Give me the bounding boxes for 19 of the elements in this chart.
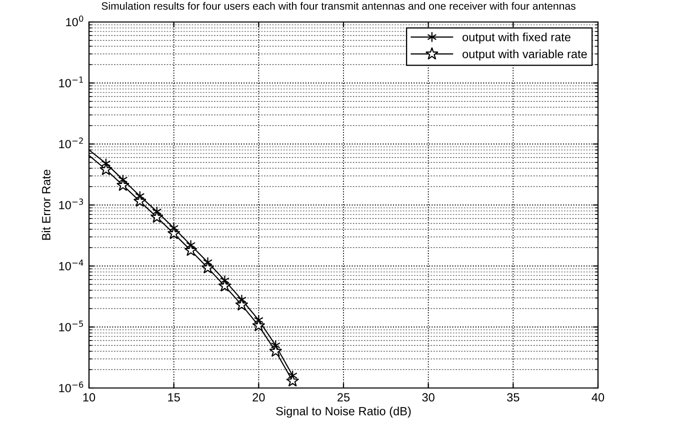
legend-label: output with variable rate [462, 50, 587, 61]
x-tick-label: 10 [83, 393, 96, 402]
x-tick-label: 40 [592, 393, 604, 402]
y-tick-label: 10$^{−6}$ [59, 382, 84, 392]
y-tick-label: 10$^{−4}$ [59, 260, 84, 270]
y-tick-label: 10$^{0}$ [66, 16, 84, 26]
y-tick-label: 10$^{−3}$ [59, 198, 84, 210]
y-tick-label: 10$^{−2}$ [59, 138, 83, 148]
x-tick-label: 20 [252, 393, 265, 402]
y-tick-label: 10$^{−5}$ [59, 320, 83, 332]
y-axis-title: Bit Error Rate [42, 170, 50, 240]
y-tick-label: 10$^{−1}$ [59, 76, 83, 88]
x-tick-label: 35 [507, 393, 520, 402]
x-tick-label: 30 [422, 393, 434, 402]
x-tick-label: 25 [338, 393, 350, 402]
chart-title: Simulation results for four users each with four transmit antennas and one receiver with four antennas [102, 2, 576, 10]
legend-label: output with fixed rate [462, 32, 570, 44]
x-axis-title: Signal to Noise Ratio (dB) [276, 406, 411, 418]
x-tick-label: 15 [168, 393, 180, 402]
